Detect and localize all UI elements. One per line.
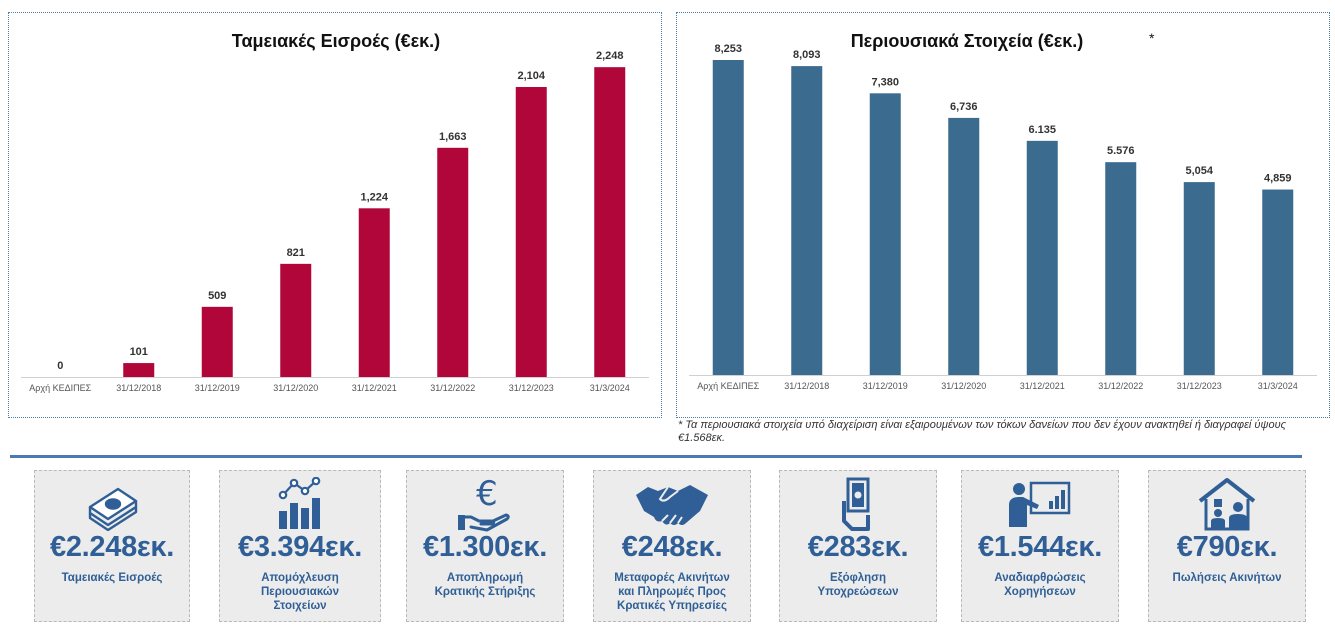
bar: [1026, 140, 1058, 375]
data-label: 5.576: [1107, 145, 1135, 157]
data-label: 6,736: [950, 101, 978, 113]
stat-card-deleveraging: €3.394εκ. Απομόχλευση Περιουσιακών Στοιχ…: [219, 470, 381, 622]
bar: [712, 60, 744, 375]
bar: [594, 67, 626, 377]
euro-hand-icon: €: [407, 477, 563, 533]
cash-inflows-chart: Ταμειακές Εισροές (€εκ.) 0 Αρχή ΚΕΔΙΠΕΣ 10…: [21, 31, 649, 393]
bar-chart-growth-icon: [220, 477, 380, 533]
data-label: 7,380: [871, 76, 899, 88]
stat-label: Απομόχλευση Περιουσιακών Στοιχείων: [260, 572, 340, 612]
bar: [358, 208, 390, 377]
data-label: 1,224: [360, 191, 388, 203]
bar: [515, 87, 547, 377]
chart-title: Περιουσιακά Στοιχεία (€εκ.): [851, 31, 1084, 51]
bar: [201, 306, 233, 377]
stat-label: Εξόφληση Υποχρεώσεων: [817, 572, 899, 598]
bar: [123, 363, 155, 377]
hand-bill-icon: [780, 477, 936, 533]
x-tick-label: 31/12/2022: [1098, 381, 1143, 391]
svg-text:€: €: [476, 477, 498, 514]
x-tick-label: Αρχή ΚΕΔΙΠΕΣ: [697, 381, 759, 391]
stat-value: €3.394εκ.: [238, 531, 362, 563]
data-label: 2,248: [596, 50, 624, 62]
stat-value: €2.248εκ.: [50, 531, 174, 563]
x-tick-label: 31/12/2020: [273, 383, 318, 393]
x-tick-label: 31/12/2021: [352, 383, 397, 393]
stat-value: €1.300εκ.: [423, 531, 547, 563]
assets-chart-panel: Περιουσιακά Στοιχεία (€εκ.) * 8,253 Αρχή …: [676, 12, 1330, 418]
bar: [280, 263, 312, 377]
data-label: 1,663: [439, 131, 467, 143]
bar: [948, 117, 980, 376]
stat-card-state-support: € €1.300εκ. Αποπληρωμή Κρατικής Στήριξης: [406, 470, 564, 622]
stat-card-liabilities: €283εκ. Εξόφληση Υποχρεώσεων: [779, 470, 937, 622]
x-tick-label: 31/12/2021: [1020, 381, 1065, 391]
stat-value: €283εκ.: [807, 531, 909, 563]
bar: [791, 66, 823, 375]
assets-chart: Περιουσιακά Στοιχεία (€εκ.) * 8,253 Αρχή …: [689, 30, 1317, 391]
data-label: 0: [57, 360, 63, 372]
bar: [1183, 182, 1215, 375]
x-tick-label: 31/12/2019: [863, 381, 908, 391]
cash-inflows-chart-panel: Ταμειακές Εισροές (€εκ.) 0 Αρχή ΚΕΔΙΠΕΣ 10…: [8, 12, 662, 418]
stat-card-property-transfers: €248εκ. Μεταφορές Ακινήτων και Πληρωμές …: [593, 470, 751, 622]
presentation-icon: [962, 477, 1118, 533]
stat-card-cash-inflows: €2.248εκ. Ταμειακές Εισροές: [34, 470, 190, 622]
bar: [1105, 162, 1137, 375]
chart-title: Ταμειακές Εισροές (€εκ.): [232, 31, 440, 51]
stat-card-restructurings: €1.544εκ. Αναδιαρθρώσεις Χορηγήσεων: [961, 470, 1119, 622]
bar: [437, 147, 469, 377]
divider: [10, 455, 1302, 458]
data-label: 8,093: [793, 49, 821, 61]
data-label: 509: [208, 290, 226, 302]
stat-value: €1.544εκ.: [978, 531, 1102, 563]
stat-value: €248εκ.: [621, 531, 723, 563]
x-tick-label: 31/12/2022: [430, 383, 475, 393]
x-tick-label: 31/12/2023: [1177, 381, 1222, 391]
data-label: 8,253: [714, 43, 742, 55]
stat-value: €790εκ.: [1176, 531, 1278, 563]
data-label: 821: [287, 247, 305, 259]
x-tick-label: Αρχή ΚΕΔΙΠΕΣ: [29, 383, 91, 393]
assets-footnote: * Τα περιουσιακά στοιχεία υπό διαχείριση…: [678, 419, 1286, 444]
x-tick-label: 31/3/2024: [1258, 381, 1298, 391]
money-stack-icon: [35, 477, 189, 533]
bar: [869, 93, 901, 375]
stat-label: Αναδιαρθρώσεις Χορηγήσεων: [994, 572, 1086, 598]
house-family-icon: [1149, 477, 1305, 533]
data-label: 5,054: [1185, 165, 1213, 177]
bar: [1262, 189, 1294, 375]
data-label: 101: [130, 346, 148, 358]
data-label: 2,104: [517, 70, 545, 82]
x-tick-label: 31/12/2018: [784, 381, 829, 391]
stat-label: Πωλήσεις Ακινήτων: [1172, 572, 1282, 584]
x-tick-label: 31/12/2020: [941, 381, 986, 391]
stat-label: Ταμειακές Εισροές: [61, 572, 163, 584]
x-tick-label: 31/12/2023: [509, 383, 554, 393]
x-tick-label: 31/12/2018: [116, 383, 161, 393]
stat-card-property-sales: €790εκ. Πωλήσεις Ακινήτων: [1148, 470, 1306, 622]
stat-label: Αποπληρωμή Κρατικής Στήριξης: [434, 572, 536, 598]
stat-label: Μεταφορές Ακινήτων και Πληρωμές Προς Κρα…: [614, 572, 730, 612]
data-label: 6.135: [1028, 124, 1056, 136]
x-tick-label: 31/3/2024: [590, 383, 630, 393]
data-label: 4,859: [1264, 173, 1292, 185]
x-tick-label: 31/12/2019: [195, 383, 240, 393]
handshake-icon: [594, 477, 750, 533]
footnote-marker: *: [1149, 30, 1155, 46]
